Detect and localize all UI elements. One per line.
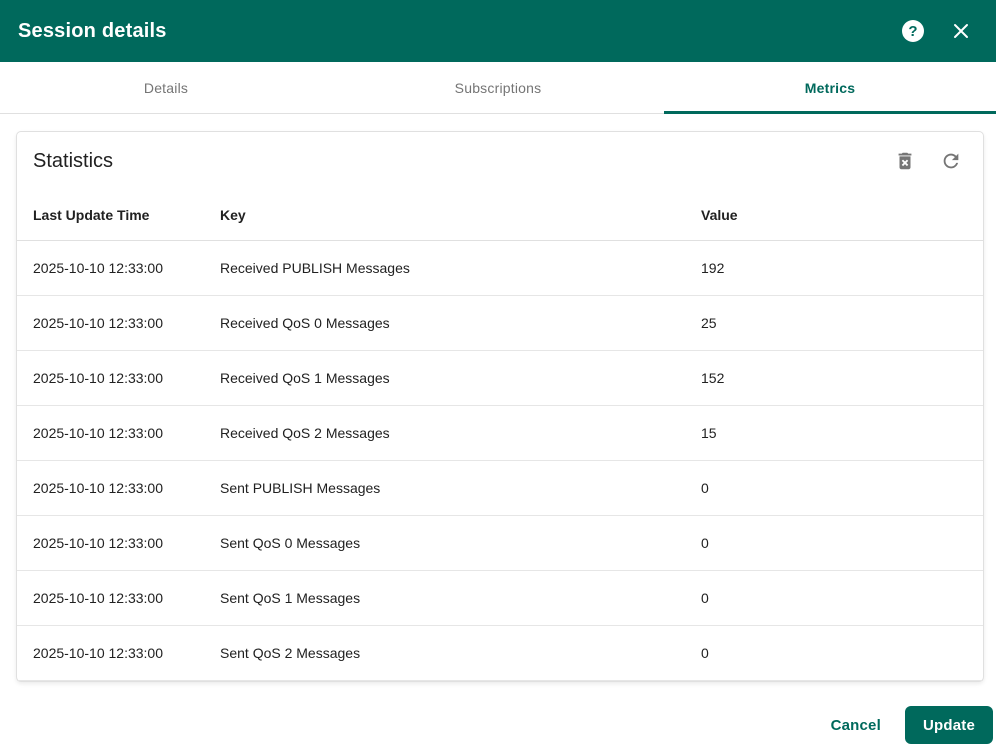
- cell-value: 152: [701, 369, 725, 386]
- tab-bar: Details Subscriptions Metrics: [0, 62, 996, 114]
- statistics-table-body: 2025-10-10 12:33:00 Received PUBLISH Mes…: [17, 240, 983, 680]
- cell-key: Sent QoS 2 Messages: [220, 644, 361, 661]
- cell-key: Received PUBLISH Messages: [220, 259, 410, 276]
- cell-value: 0: [701, 534, 709, 551]
- tab-subscriptions[interactable]: Subscriptions: [454, 79, 542, 96]
- clear-statistics-button[interactable]: [887, 143, 923, 179]
- help-button[interactable]: ?: [898, 16, 928, 46]
- statistics-table: Last Update Time Key Value 2025-10-10 12…: [17, 190, 983, 681]
- column-header-last-update-time: Last Update Time: [17, 190, 204, 241]
- header-actions: ?: [898, 16, 976, 46]
- table-row: 2025-10-10 12:33:00 Sent QoS 1 Messages …: [17, 570, 983, 625]
- table-row: 2025-10-10 12:33:00 Received PUBLISH Mes…: [17, 240, 983, 295]
- dialog-title: Session details: [18, 19, 167, 42]
- trash-x-icon: [898, 152, 912, 170]
- column-header-value: Value: [685, 190, 983, 241]
- statistics-table-header-row: Last Update Time Key Value: [17, 190, 983, 241]
- table-row: 2025-10-10 12:33:00 Received QoS 2 Messa…: [17, 405, 983, 460]
- statistics-card-header: Statistics: [17, 132, 983, 190]
- statistics-card: Statistics Last Update Time Key Value: [16, 131, 984, 682]
- refresh-statistics-button[interactable]: [933, 143, 969, 179]
- tab-details[interactable]: Details: [143, 79, 189, 96]
- cell-last-update-time: 2025-10-10 12:33:00: [33, 644, 163, 661]
- cell-last-update-time: 2025-10-10 12:33:00: [33, 589, 163, 606]
- table-row: 2025-10-10 12:33:00 Received QoS 1 Messa…: [17, 350, 983, 405]
- table-row: 2025-10-10 12:33:00 Sent QoS 2 Messages …: [17, 625, 983, 680]
- close-icon: [954, 24, 968, 38]
- cell-value: 25: [701, 314, 717, 331]
- statistics-title: Statistics: [33, 149, 114, 172]
- cell-value: 15: [701, 424, 717, 441]
- cell-key: Sent QoS 1 Messages: [220, 589, 361, 606]
- cell-key: Sent QoS 0 Messages: [220, 534, 361, 551]
- cell-key: Received QoS 2 Messages: [220, 424, 390, 441]
- cell-last-update-time: 2025-10-10 12:33:00: [33, 369, 163, 386]
- dialog-footer: Cancel Update: [821, 706, 993, 744]
- cell-key: Received QoS 0 Messages: [220, 314, 390, 331]
- cell-key: Sent PUBLISH Messages: [220, 479, 381, 496]
- cell-value: 0: [701, 644, 709, 661]
- close-button[interactable]: [946, 16, 976, 46]
- cell-value: 0: [701, 589, 709, 606]
- column-header-key: Key: [204, 190, 685, 241]
- cell-last-update-time: 2025-10-10 12:33:00: [33, 314, 163, 331]
- cell-value: 192: [701, 259, 725, 276]
- table-row: 2025-10-10 12:33:00 Received QoS 0 Messa…: [17, 295, 983, 350]
- refresh-icon: [943, 153, 959, 169]
- cell-value: 0: [701, 479, 709, 496]
- cell-last-update-time: 2025-10-10 12:33:00: [33, 534, 163, 551]
- update-button[interactable]: Update: [904, 706, 993, 744]
- table-row: 2025-10-10 12:33:00 Sent QoS 0 Messages …: [17, 515, 983, 570]
- help-icon: ?: [902, 20, 924, 42]
- cell-last-update-time: 2025-10-10 12:33:00: [33, 259, 163, 276]
- table-row: 2025-10-10 12:33:00 Sent PUBLISH Message…: [17, 460, 983, 515]
- tab-metrics[interactable]: Metrics: [664, 62, 996, 114]
- dialog-header: Session details ?: [0, 0, 996, 62]
- cell-last-update-time: 2025-10-10 12:33:00: [33, 479, 163, 496]
- cancel-button[interactable]: Cancel: [821, 709, 891, 742]
- cell-last-update-time: 2025-10-10 12:33:00: [33, 424, 163, 441]
- statistics-actions: [887, 143, 969, 179]
- cell-key: Received QoS 1 Messages: [220, 369, 390, 386]
